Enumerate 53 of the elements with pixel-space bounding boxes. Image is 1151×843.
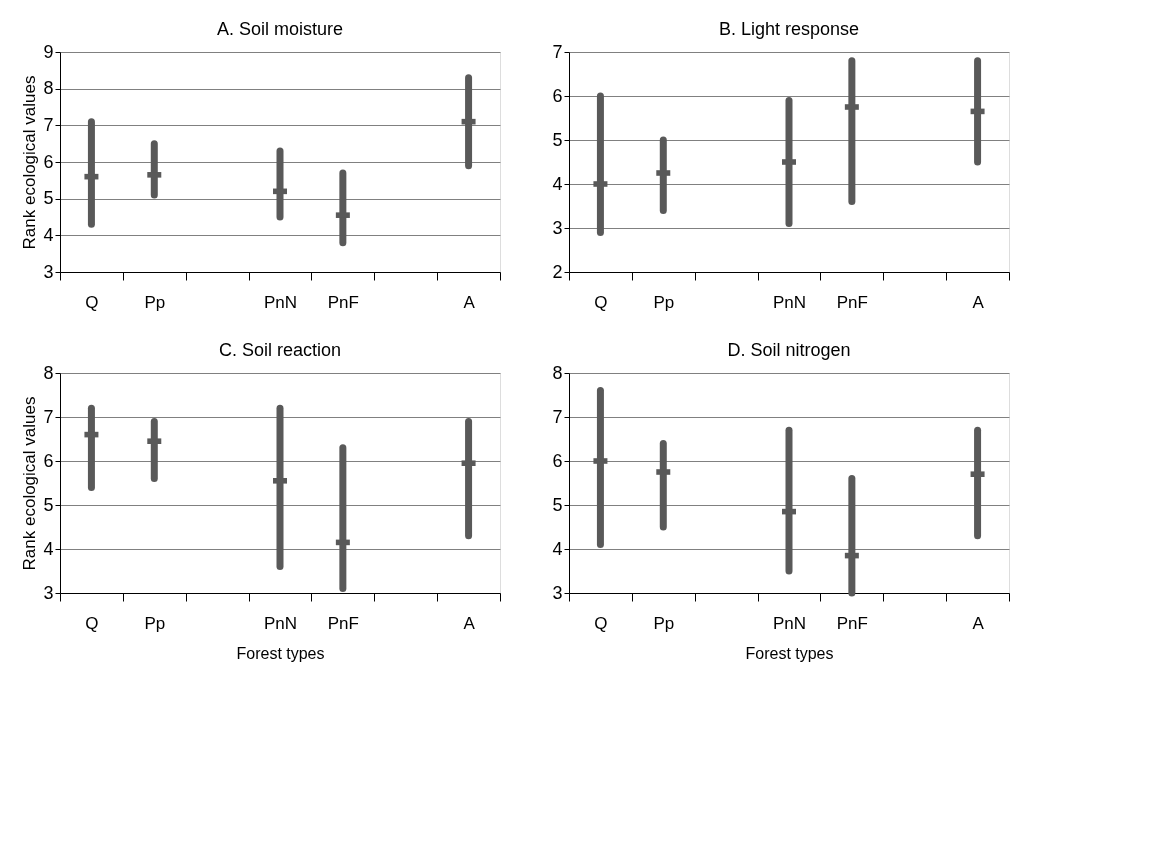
x-tick-label: PnN: [263, 292, 298, 312]
x-tick-label: PnN: [772, 613, 807, 633]
x-tick-label: PnN: [772, 292, 807, 312]
y-tick-label: 8: [552, 362, 563, 383]
y-tick-label: 6: [552, 85, 563, 106]
x-tick-label: Q: [85, 292, 99, 312]
x-tick-label: Q: [594, 292, 608, 312]
y-tick-label: 4: [552, 538, 563, 559]
x-tick-label: Pp: [144, 292, 166, 312]
y-tick-label: 3: [552, 217, 563, 238]
y-tick-label: 6: [552, 450, 563, 471]
y-tick-label: 7: [43, 114, 54, 135]
chart-title: C. Soil reaction: [218, 340, 342, 360]
y-tick-label: 3: [43, 261, 54, 282]
x-tick-label: PnF: [327, 613, 359, 633]
y-tick-label: 5: [552, 129, 563, 150]
x-tick-label: Pp: [144, 613, 166, 633]
y-tick-label: 5: [43, 494, 54, 515]
chart-title: D. Soil nitrogen: [727, 340, 851, 360]
y-tick-label: 7: [43, 406, 54, 427]
x-tick-label: Q: [594, 613, 608, 633]
x-tick-label: Q: [85, 613, 99, 633]
chart-title: B. Light response: [718, 19, 860, 39]
y-tick-label: 5: [43, 188, 54, 209]
y-tick-label: 4: [43, 224, 54, 245]
x-tick-label: A: [463, 613, 476, 633]
x-tick-label: A: [972, 613, 985, 633]
x-tick-label: PnF: [836, 292, 868, 312]
chart-title: A. Soil moisture: [216, 19, 344, 39]
y-axis-title: Rank ecological values: [20, 396, 40, 571]
y-tick-label: 7: [552, 41, 563, 62]
y-tick-label: 2: [552, 261, 563, 282]
y-tick-label: 4: [552, 173, 563, 194]
y-tick-label: 5: [552, 494, 563, 515]
x-tick-label: A: [463, 292, 476, 312]
y-tick-label: 6: [43, 151, 54, 172]
y-tick-label: 7: [552, 406, 563, 427]
y-tick-label: 6: [43, 450, 54, 471]
y-tick-label: 8: [43, 362, 54, 383]
x-tick-label: Pp: [653, 292, 675, 312]
y-tick-label: 9: [43, 41, 54, 62]
y-tick-label: 3: [43, 582, 54, 603]
x-tick-label: Pp: [653, 613, 675, 633]
x-tick-label: PnF: [327, 292, 359, 312]
x-axis-title: Forest types: [236, 644, 325, 662]
y-tick-label: 4: [43, 538, 54, 559]
x-tick-label: PnN: [263, 613, 298, 633]
x-tick-label: A: [972, 292, 985, 312]
y-axis-title: Rank ecological values: [20, 75, 40, 250]
y-tick-label: 8: [43, 78, 54, 99]
x-axis-title: Forest types: [745, 644, 834, 662]
x-tick-label: PnF: [836, 613, 868, 633]
y-tick-label: 3: [552, 582, 563, 603]
